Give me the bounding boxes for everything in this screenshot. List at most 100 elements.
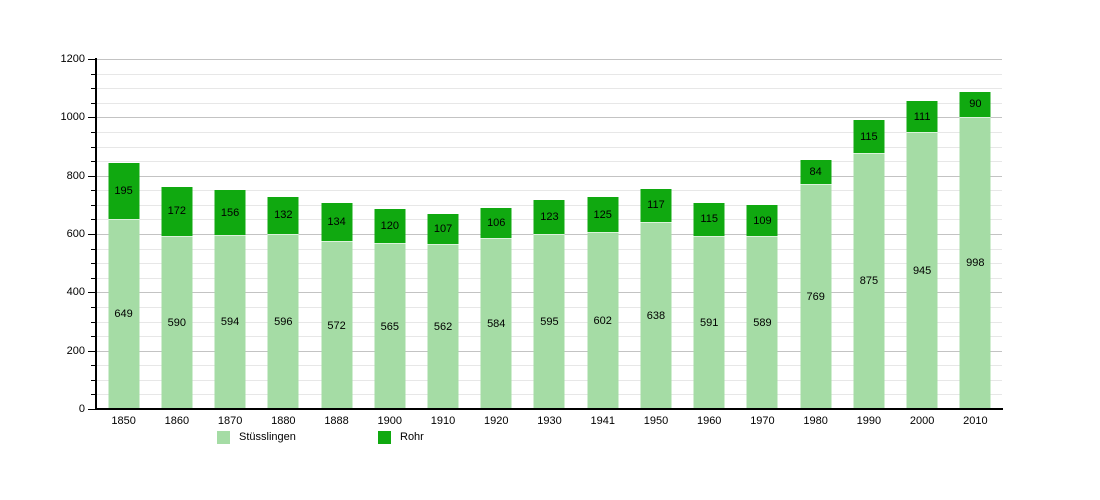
gridline-minor xyxy=(97,161,1002,163)
y-axis-tick xyxy=(91,88,95,90)
bar-stack: 107 562 xyxy=(427,213,459,409)
bar-column-1950: 117 638 xyxy=(629,59,682,409)
bar-segment-stuesslingen: 595 xyxy=(533,235,565,409)
y-tick-label: 800 xyxy=(66,169,85,182)
gridline-minor xyxy=(97,88,1002,90)
gridline-minor xyxy=(97,102,1002,104)
bar-segment-rohr: 109 xyxy=(746,205,778,238)
bar-value-label: 589 xyxy=(753,317,772,330)
bar-stack: 156 594 xyxy=(214,190,246,409)
bar-segment-stuesslingen: 562 xyxy=(427,245,459,409)
bar-value-label: 595 xyxy=(540,316,559,329)
bar-segment-rohr: 172 xyxy=(161,186,193,237)
y-axis-tick xyxy=(88,59,95,60)
bar-value-label: 111 xyxy=(913,110,931,123)
bar-value-label: 115 xyxy=(700,213,718,226)
bar-segment-stuesslingen: 590 xyxy=(161,236,193,409)
bar-segment-stuesslingen: 589 xyxy=(746,237,778,409)
y-tick-label: 0 xyxy=(78,403,85,415)
bar-segment-rohr: 156 xyxy=(214,190,246,236)
bar-segment-rohr: 107 xyxy=(427,213,459,246)
bar-column-1888: 134 572 xyxy=(310,59,363,409)
x-tick-label: 1850 xyxy=(111,415,136,427)
y-tick-label: 200 xyxy=(66,344,85,357)
bar-stack: 132 596 xyxy=(267,196,299,409)
bar-stack: 125 602 xyxy=(587,196,619,409)
bar-value-label: 115 xyxy=(860,130,878,143)
bar-value-label: 591 xyxy=(700,316,719,329)
x-tick-label: 1930 xyxy=(537,415,562,427)
bar-value-label: 132 xyxy=(274,209,293,222)
bar-segment-stuesslingen: 565 xyxy=(374,244,406,409)
bar-value-label: 562 xyxy=(433,321,453,334)
x-tick-label: 1888 xyxy=(324,415,349,427)
bar-stack: 111 945 xyxy=(906,101,938,409)
bar-segment-rohr: 106 xyxy=(480,207,512,239)
bar-segment-stuesslingen: 602 xyxy=(587,233,619,409)
bar-value-label: 590 xyxy=(167,316,187,329)
x-tick-label: 1900 xyxy=(377,415,403,427)
y-tick-label: 1000 xyxy=(60,111,85,124)
bar-value-label: 572 xyxy=(327,319,346,332)
bar-column-1920: 106 584 xyxy=(470,59,523,409)
x-tick-label: 2010 xyxy=(963,415,988,427)
bar-value-label: 945 xyxy=(912,265,932,278)
x-tick-label: 1870 xyxy=(217,415,243,427)
gridline-minor xyxy=(97,190,1002,192)
x-tick-label: 1910 xyxy=(430,415,456,427)
bar-value-label: 134 xyxy=(327,216,346,229)
bar-segment-rohr: 123 xyxy=(533,199,565,236)
bar-segment-rohr: 125 xyxy=(587,196,619,234)
y-axis-tick xyxy=(91,394,95,396)
bar-value-label: 195 xyxy=(114,184,133,197)
gridline-minor xyxy=(97,146,1002,148)
bar-stack: 134 572 xyxy=(321,203,353,409)
bar-segment-rohr: 115 xyxy=(693,203,725,237)
bar-segment-rohr: 134 xyxy=(321,203,353,243)
y-axis-tick xyxy=(91,248,95,250)
bar-value-label: 109 xyxy=(753,214,772,227)
bar-segment-stuesslingen: 596 xyxy=(267,235,299,409)
x-tick-label: 1880 xyxy=(271,415,296,427)
bar-column-2010: 90 998 xyxy=(949,59,1002,409)
legend-label-rohr: Rohr xyxy=(400,431,424,443)
y-axis-tick xyxy=(91,379,95,381)
x-tick-label: 1920 xyxy=(484,415,509,427)
bar-stack: 115 875 xyxy=(853,120,885,409)
bar-stack: 109 589 xyxy=(746,205,778,409)
y-axis-line xyxy=(95,58,97,410)
bar-value-label: 769 xyxy=(806,290,825,303)
bar-value-label: 649 xyxy=(114,308,133,321)
bar-value-label: 594 xyxy=(220,316,240,329)
legend-swatch-rohr xyxy=(378,430,391,444)
bar-stack: 90 998 xyxy=(959,91,991,409)
bar-column-1980: 84 769 xyxy=(789,59,842,409)
bar-stack: 120 565 xyxy=(374,209,406,409)
bar-stack: 195 649 xyxy=(108,162,140,409)
y-axis-tick xyxy=(91,219,95,221)
bar-column-1960: 115 591 xyxy=(683,59,736,409)
gridline-major xyxy=(97,59,1002,60)
x-tick-label: 1980 xyxy=(803,415,828,427)
y-axis-tick xyxy=(91,73,95,75)
bar-segment-rohr: 120 xyxy=(374,209,406,245)
bar-value-label: 602 xyxy=(593,315,612,328)
x-axis-line xyxy=(95,408,1003,410)
y-tick-label: 400 xyxy=(66,286,85,299)
bar-segment-stuesslingen: 649 xyxy=(108,219,140,409)
x-tick-label: 1950 xyxy=(643,415,669,427)
bar-segment-stuesslingen: 945 xyxy=(906,133,938,409)
gridline-minor xyxy=(97,131,1002,133)
bar-column-2000: 111 945 xyxy=(896,59,949,409)
bar-stack: 106 584 xyxy=(480,207,512,409)
bar-segment-rohr: 132 xyxy=(267,196,299,236)
bar-column-1850: 195 649 xyxy=(97,59,150,409)
bar-segment-stuesslingen: 591 xyxy=(693,236,725,409)
bar-value-label: 584 xyxy=(487,317,506,330)
bar-value-label: 123 xyxy=(540,211,559,224)
y-axis-tick xyxy=(91,365,95,367)
y-axis-tick xyxy=(91,131,95,133)
y-axis-tick xyxy=(88,292,95,294)
bar-segment-rohr: 84 xyxy=(800,160,832,185)
